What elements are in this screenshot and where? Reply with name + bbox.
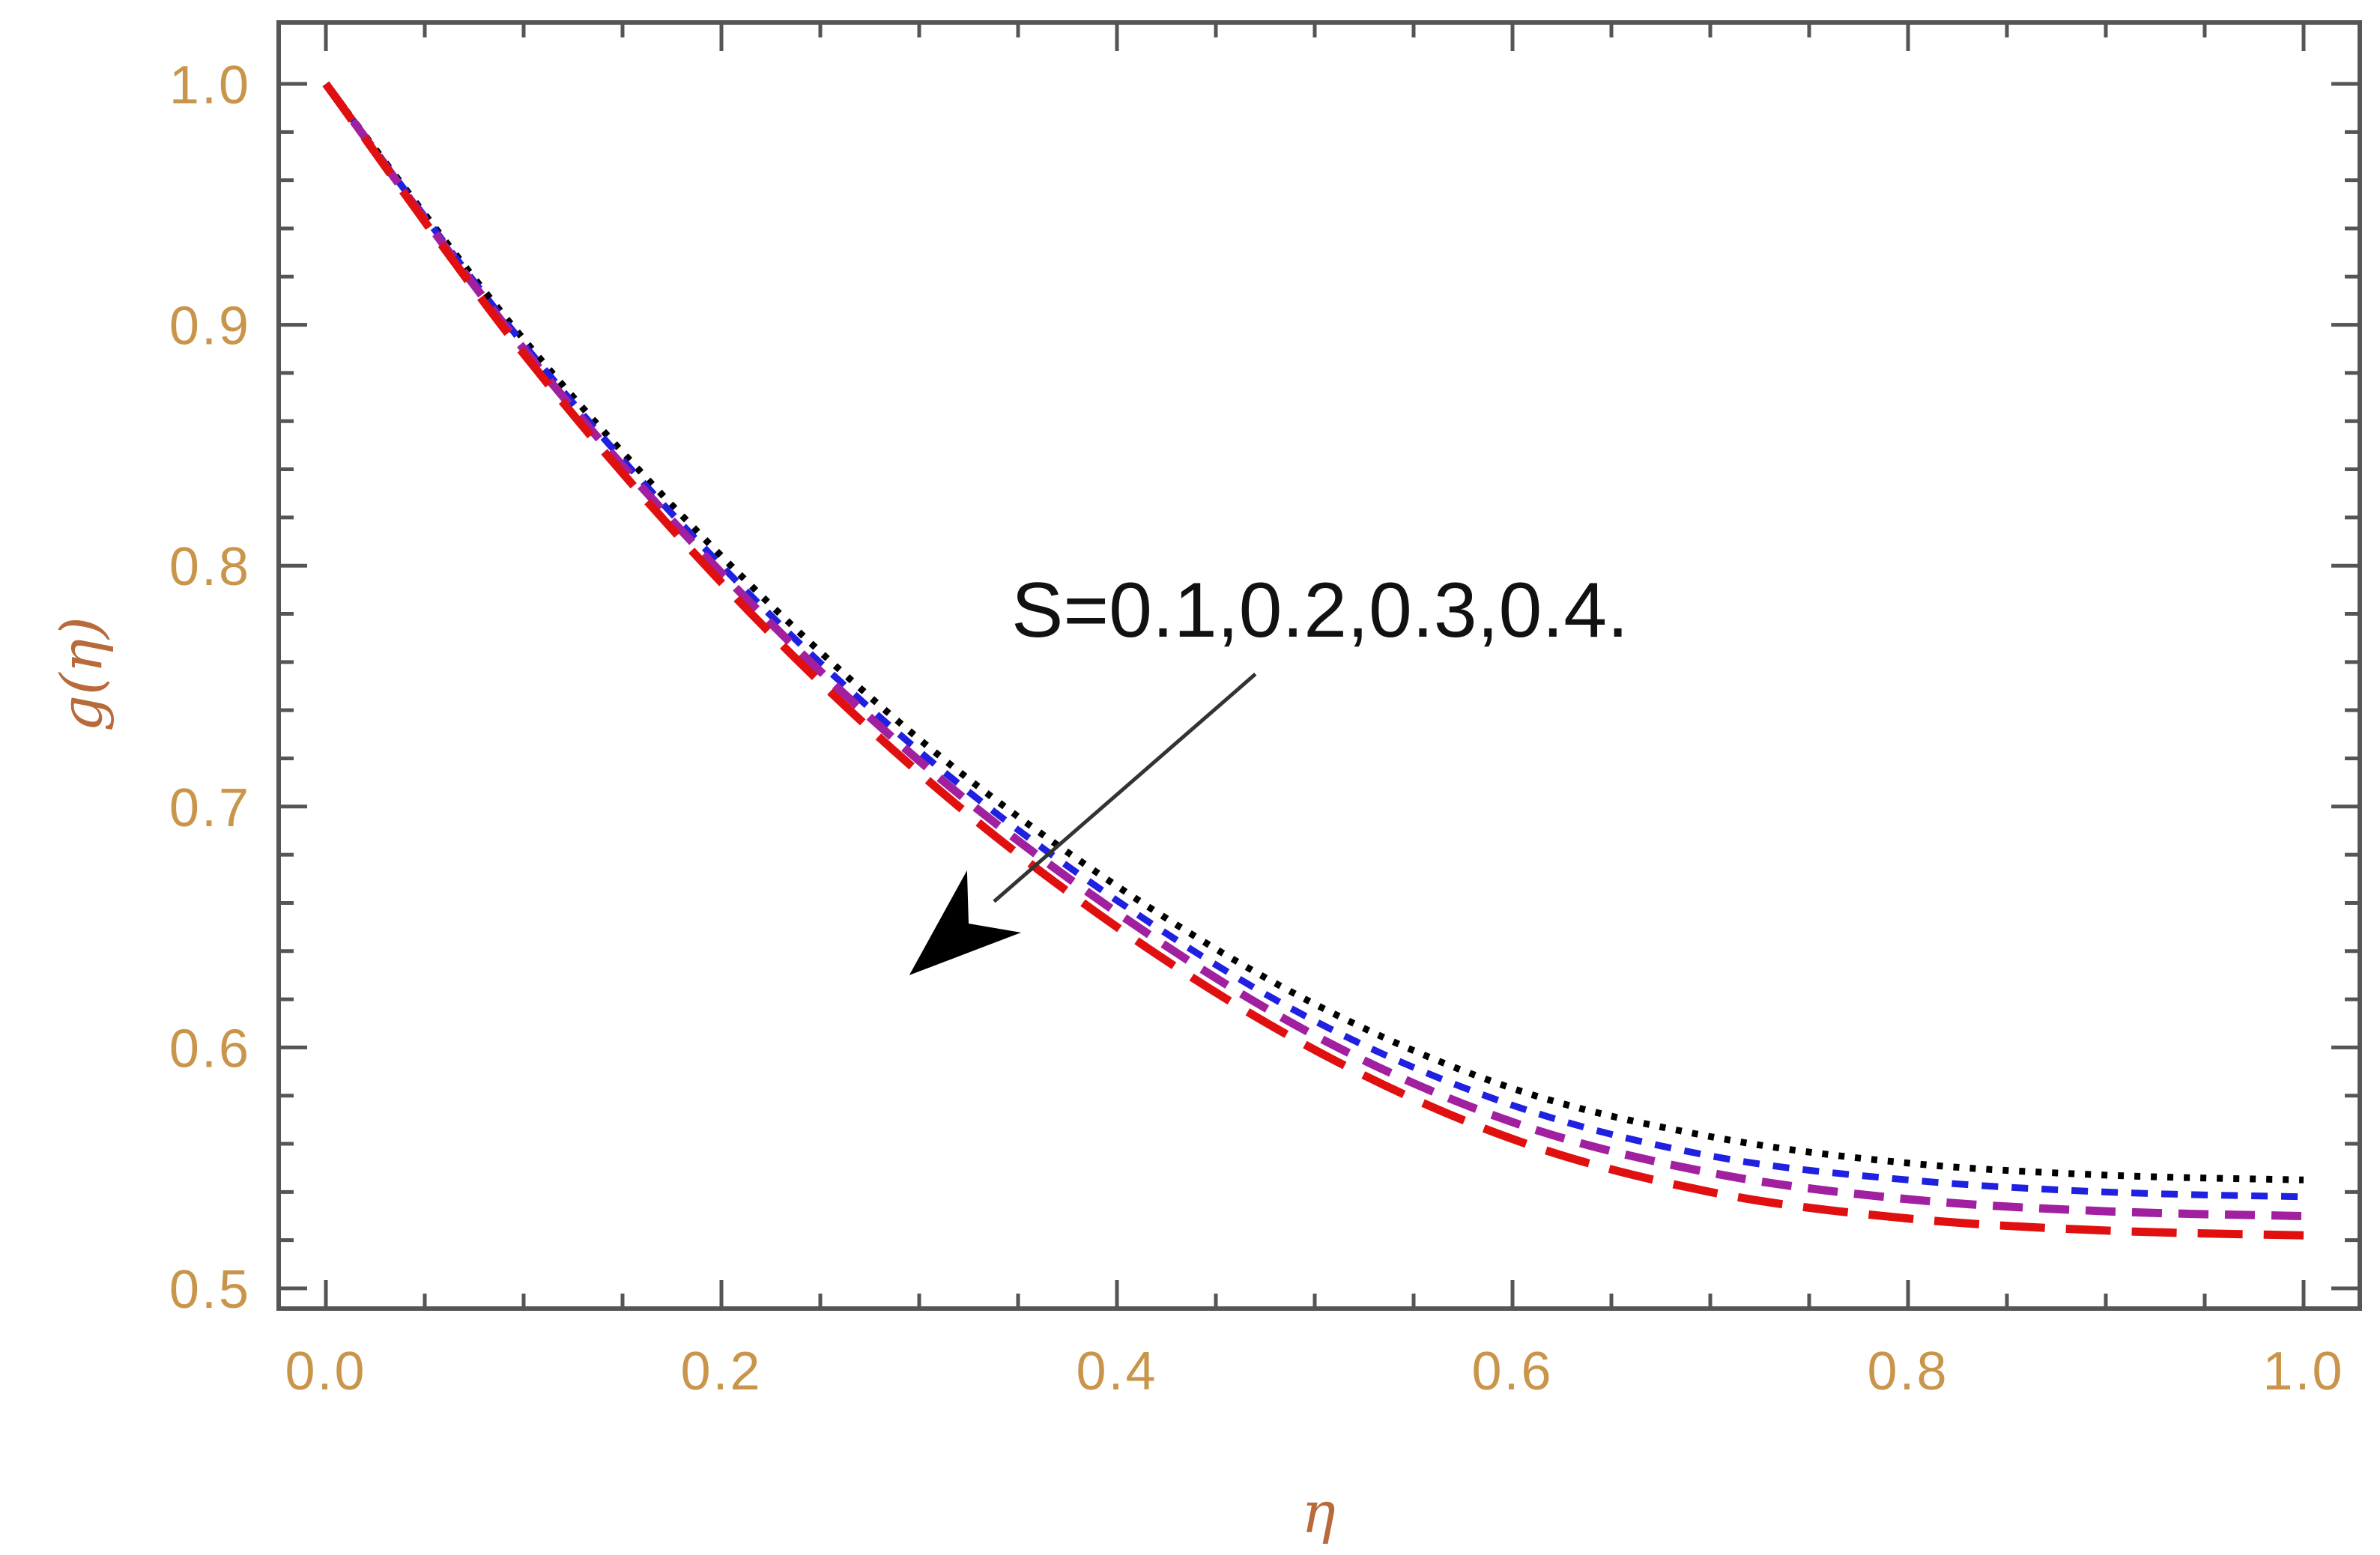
series-layer (322, 81, 2304, 1240)
x-tick-label: 0.0 (285, 1342, 366, 1401)
y-tick-label: 1.0 (169, 55, 251, 115)
y-tick-label: 0.5 (169, 1260, 251, 1320)
y-tick-label: 0.6 (169, 1019, 251, 1079)
plot-frame (276, 20, 2362, 1311)
x-tick-label: 0.8 (1867, 1342, 1948, 1401)
y-tick-label: 0.7 (169, 778, 251, 838)
annotation-arrow-head (909, 870, 1022, 975)
annotation-text: S=0.1,0.2,0.3,0.4. (1011, 567, 1629, 654)
annotation-layer: S=0.1,0.2,0.3,0.4. (909, 567, 1629, 975)
x-axis-title: η (1301, 1479, 1336, 1545)
y-tick-label: 0.9 (169, 297, 251, 357)
annotation-arrow-shaft (993, 673, 1257, 903)
x-tick-label: 0.4 (1076, 1342, 1157, 1401)
series-line-4 (322, 81, 2304, 1240)
x-tick-label: 0.6 (1471, 1342, 1553, 1401)
y-axis-title: g(η) (48, 616, 115, 731)
y-tick-label: 0.8 (169, 537, 251, 597)
tick-labels: 0.0 0.2 0.4 0.6 0.8 1.0 0.5 0.6 0.7 0.8 0.9 1.0 (169, 55, 2344, 1401)
ticks (279, 22, 2360, 1309)
x-tick-label: 1.0 (2262, 1342, 2344, 1401)
x-tick-label: 0.2 (680, 1342, 762, 1401)
series-line-3 (322, 81, 2304, 1221)
